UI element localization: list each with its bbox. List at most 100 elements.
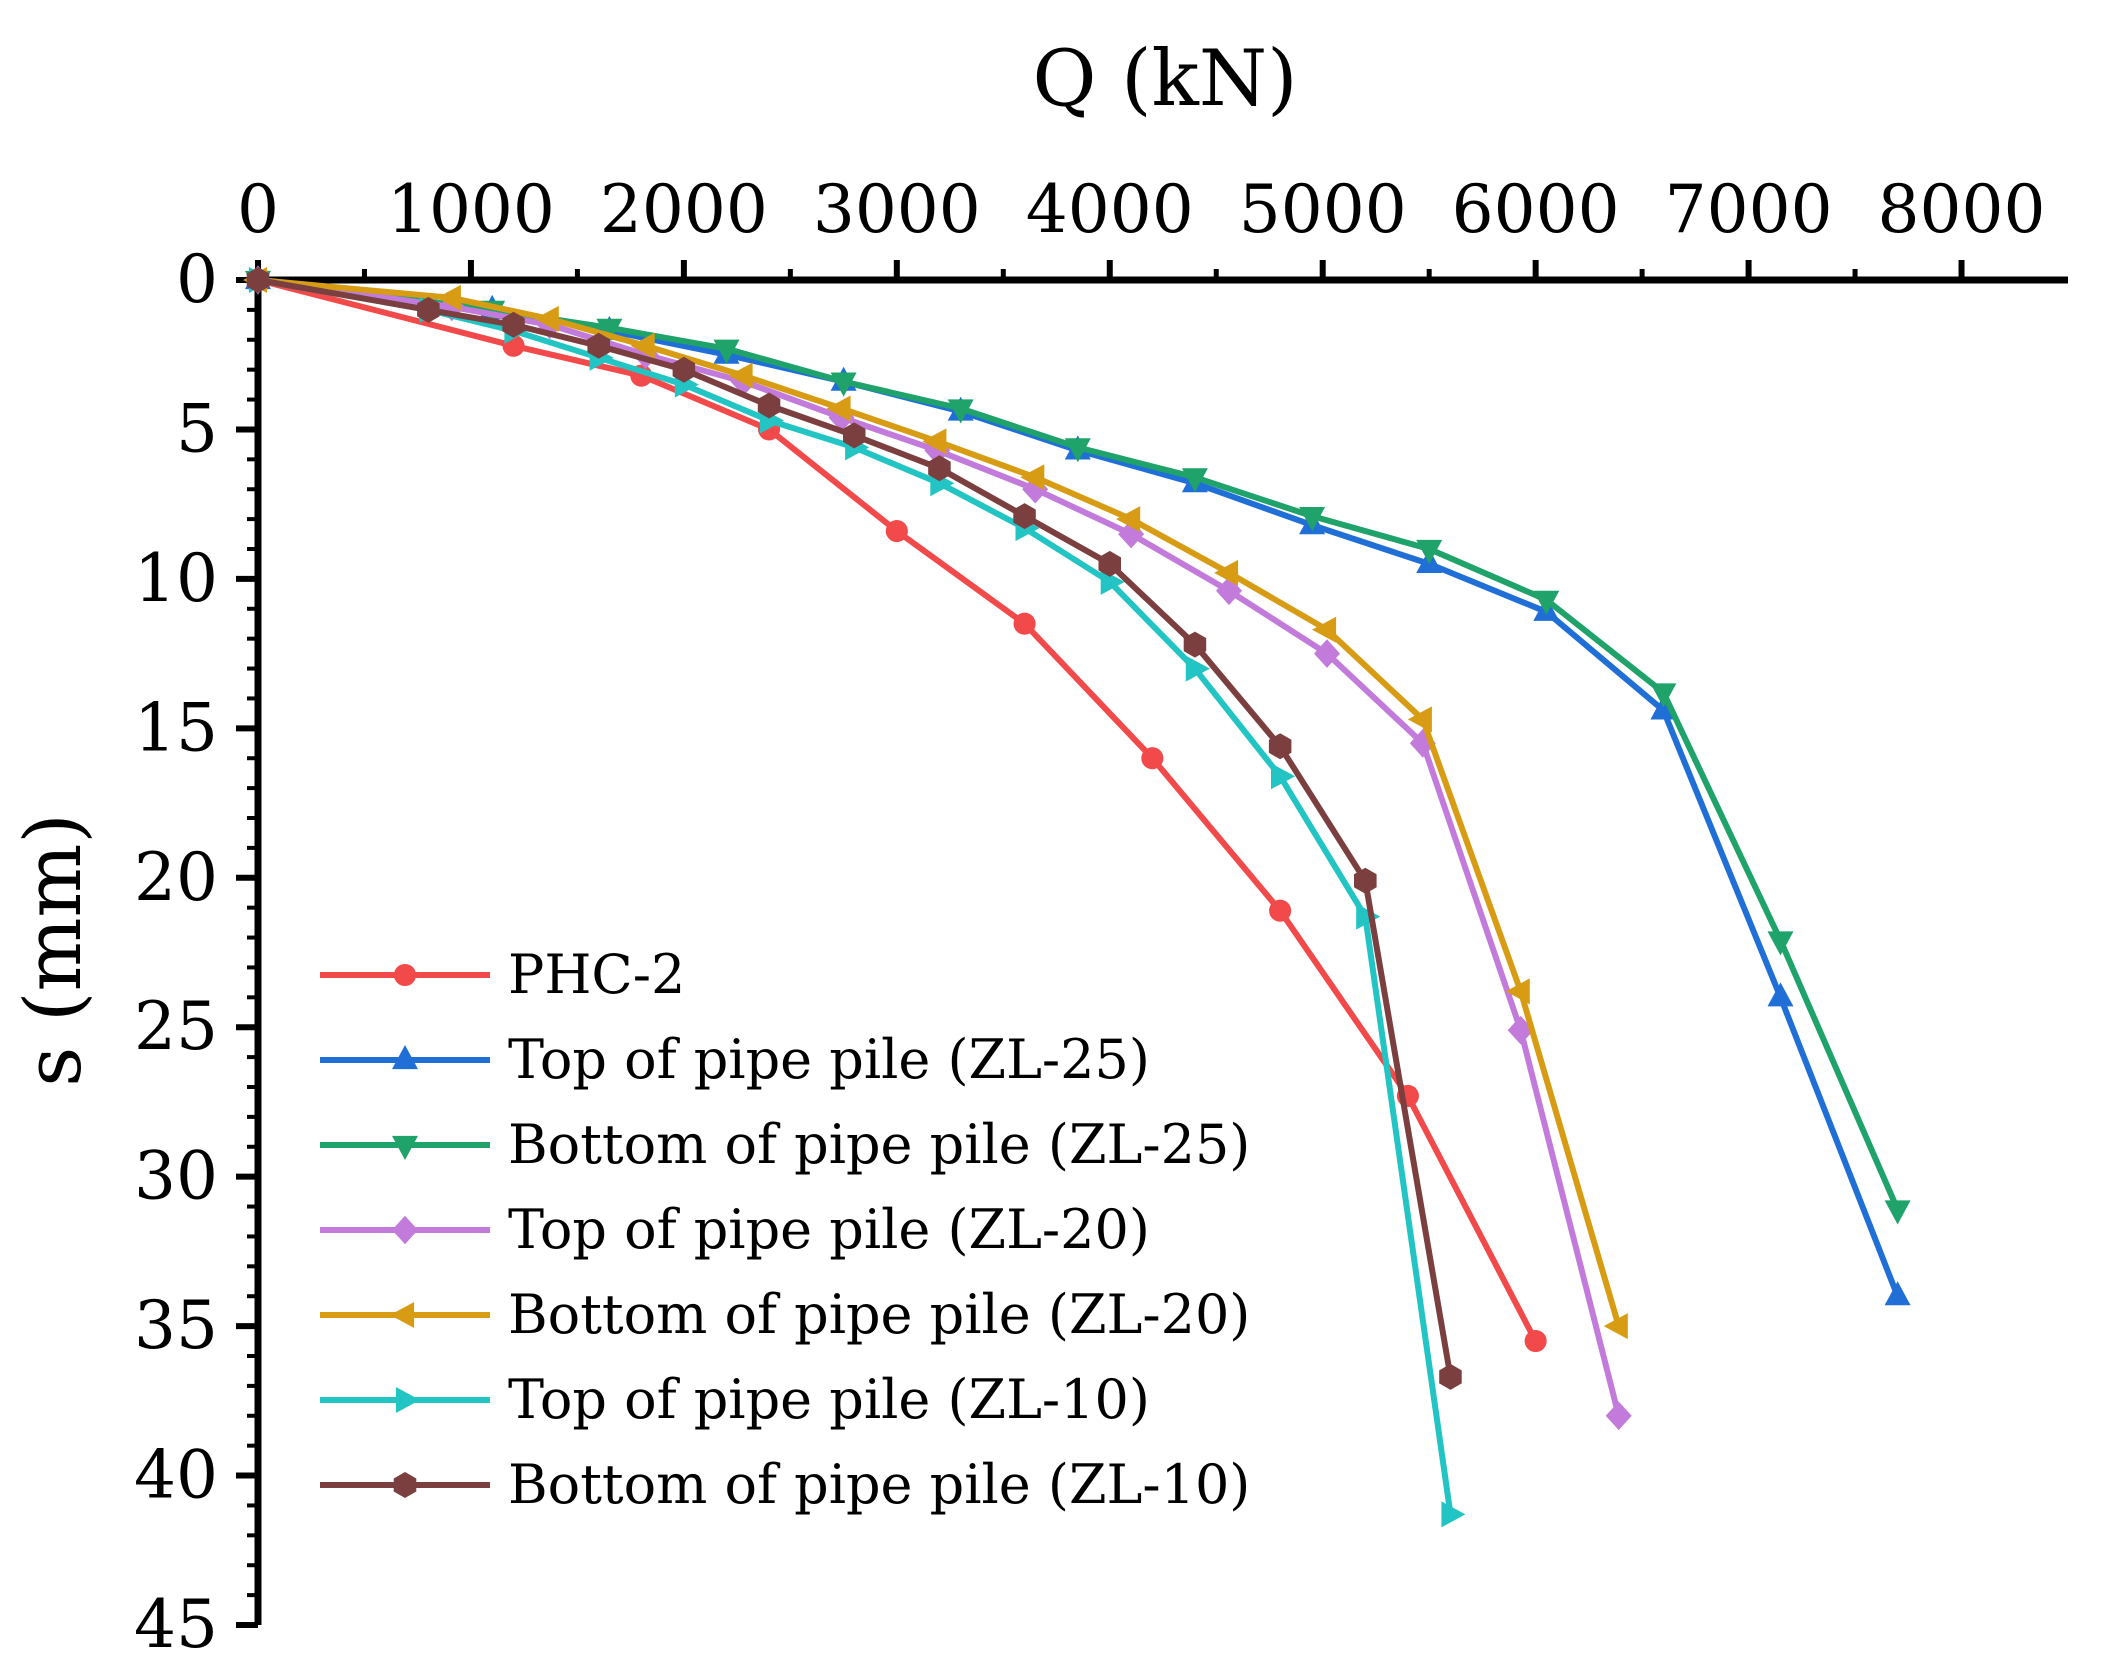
legend-item: Top of pipe pile (ZL-25) bbox=[320, 1028, 1150, 1091]
data-point bbox=[826, 395, 851, 422]
legend-item: PHC-2 bbox=[320, 943, 685, 1006]
legend-marker bbox=[392, 1135, 418, 1160]
data-point bbox=[1013, 503, 1036, 530]
data-point bbox=[1183, 631, 1207, 658]
data-point bbox=[843, 422, 866, 449]
series-line bbox=[257, 277, 1454, 1378]
data-point bbox=[630, 332, 655, 359]
legend-item: Top of pipe pile (ZL-10) bbox=[320, 1368, 1150, 1431]
y-tick-label: 35 bbox=[134, 1287, 218, 1364]
data-point bbox=[1299, 507, 1326, 532]
data-point bbox=[1022, 474, 1049, 504]
legend-marker bbox=[393, 1472, 417, 1498]
x-tick-label: 8000 bbox=[1878, 171, 2046, 248]
x-tick-label: 5000 bbox=[1239, 171, 1407, 248]
data-point bbox=[1064, 438, 1091, 463]
data-point bbox=[1268, 733, 1292, 760]
data-point bbox=[246, 267, 270, 293]
data-point bbox=[1650, 695, 1677, 720]
data-point bbox=[1524, 1330, 1547, 1353]
data-point bbox=[1884, 1281, 1911, 1306]
legend-label: Bottom of pipe pile (ZL-25) bbox=[508, 1113, 1250, 1176]
legend-item: Bottom of pipe pile (ZL-10) bbox=[320, 1453, 1250, 1516]
data-point bbox=[1767, 982, 1794, 1007]
series-line bbox=[257, 277, 1622, 1327]
data-point bbox=[922, 428, 947, 455]
data-point bbox=[1269, 899, 1292, 922]
data-point bbox=[1181, 468, 1208, 493]
series-line bbox=[257, 277, 1454, 1515]
axes: 0 1000 2000 3000 4000 5000 6000 7000 8000 0 5 10 15 2… bbox=[134, 171, 2068, 1661]
data-point bbox=[502, 311, 525, 338]
legend-label: Top of pipe pile (ZL-10) bbox=[508, 1368, 1150, 1431]
data-point bbox=[757, 392, 781, 419]
data-point bbox=[830, 372, 857, 397]
data-point bbox=[1100, 568, 1125, 595]
x-axis-title: Q (kN) bbox=[1032, 34, 1297, 124]
data-point bbox=[1767, 931, 1794, 956]
y-tick-label: 40 bbox=[134, 1437, 218, 1514]
legend-label: PHC-2 bbox=[508, 943, 685, 1006]
x-tick-label: 7000 bbox=[1665, 171, 1833, 248]
series-5 bbox=[243, 267, 1628, 1340]
y-axis-title: s (mm) bbox=[9, 813, 99, 1087]
series-layer bbox=[243, 265, 1911, 1528]
x-tick-label: 2000 bbox=[600, 171, 768, 248]
data-point bbox=[1116, 506, 1141, 533]
legend: PHC-2 Top of pipe pile (ZL-25) Bottom of p… bbox=[320, 943, 1250, 1516]
legend-item: Top of pipe pile (ZL-20) bbox=[320, 1198, 1150, 1261]
data-point bbox=[1312, 616, 1337, 643]
legend-marker bbox=[392, 1215, 418, 1245]
data-point bbox=[1533, 590, 1560, 615]
data-point bbox=[1439, 1363, 1462, 1390]
data-point bbox=[1603, 1313, 1628, 1340]
data-point bbox=[1141, 747, 1164, 770]
x-tick-label: 6000 bbox=[1452, 171, 1620, 248]
data-point bbox=[436, 284, 461, 311]
legend-label: Top of pipe pile (ZL-20) bbox=[508, 1198, 1150, 1261]
data-point bbox=[1416, 539, 1443, 564]
x-tick-label: 3000 bbox=[813, 171, 981, 248]
data-point bbox=[1356, 903, 1381, 930]
y-tick-label: 20 bbox=[134, 839, 218, 916]
data-point bbox=[672, 356, 696, 383]
data-point bbox=[928, 455, 951, 482]
data-point bbox=[417, 296, 440, 323]
series-line bbox=[257, 277, 1539, 1343]
data-point bbox=[1354, 867, 1377, 894]
y-tick-label: 25 bbox=[134, 988, 218, 1065]
data-point bbox=[1098, 550, 1121, 577]
legend-marker bbox=[393, 963, 417, 987]
y-tick-label: 30 bbox=[134, 1138, 218, 1215]
x-tick-label: 0 bbox=[237, 171, 279, 248]
data-point bbox=[885, 520, 908, 543]
data-point bbox=[1271, 763, 1296, 790]
y-tick-label: 0 bbox=[176, 241, 218, 318]
legend-marker bbox=[395, 1387, 420, 1413]
y-tick-label: 5 bbox=[176, 390, 218, 467]
y-tick-label: 10 bbox=[134, 540, 218, 617]
series-7 bbox=[246, 267, 1462, 1390]
data-point bbox=[1214, 559, 1239, 586]
data-point bbox=[1013, 612, 1036, 635]
data-point bbox=[1020, 464, 1045, 491]
data-point bbox=[1314, 639, 1340, 668]
data-point bbox=[1185, 655, 1210, 682]
legend-label: Bottom of pipe pile (ZL-20) bbox=[508, 1283, 1250, 1346]
legend-item: Bottom of pipe pile (ZL-20) bbox=[320, 1283, 1250, 1346]
data-point bbox=[534, 305, 559, 332]
data-point bbox=[1884, 1200, 1911, 1225]
data-point bbox=[713, 339, 740, 364]
legend-label: Bottom of pipe pile (ZL-10) bbox=[508, 1453, 1250, 1516]
data-point bbox=[947, 399, 974, 424]
legend-marker bbox=[390, 1302, 415, 1328]
series-line bbox=[257, 277, 1901, 1298]
data-point bbox=[728, 362, 753, 389]
x-tick-label: 4000 bbox=[1026, 171, 1194, 248]
series-line bbox=[257, 277, 1901, 1211]
data-point bbox=[1650, 683, 1677, 708]
y-tick-label: 15 bbox=[134, 689, 218, 766]
data-point bbox=[1441, 1501, 1466, 1528]
data-point bbox=[1505, 978, 1530, 1005]
